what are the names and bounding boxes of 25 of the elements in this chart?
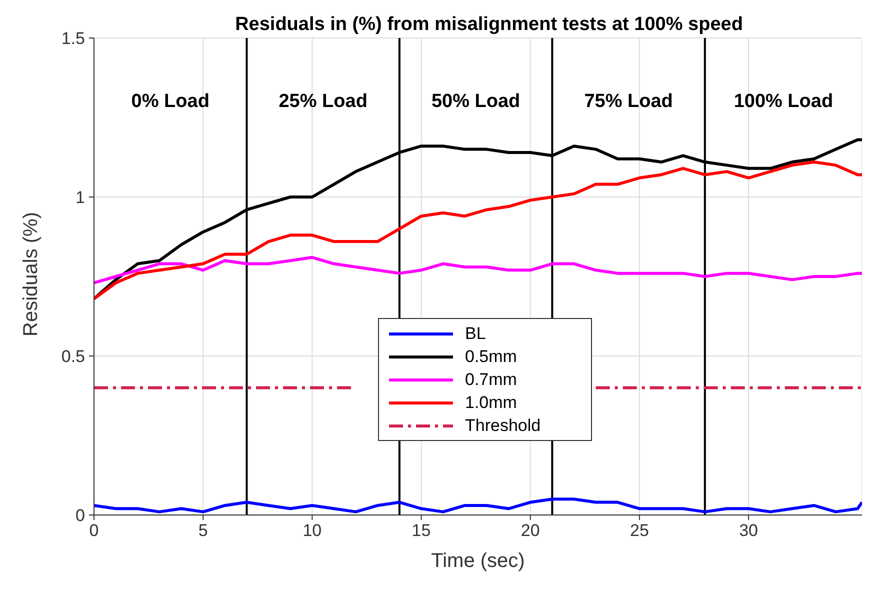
annotation: 25% Load [278, 90, 368, 112]
y-tick-label: 1.5 [61, 29, 85, 48]
x-tick-label: 15 [412, 521, 431, 540]
x-tick-label: 30 [739, 521, 758, 540]
x-tick-label: 0 [89, 521, 99, 540]
chart-title: Residuals in (%) from misalignment tests at 100% speed [234, 14, 744, 36]
x-axis-title: Time (sec) [431, 550, 525, 572]
annotation: 75% Load [584, 90, 673, 112]
y-tick-label: 0 [76, 506, 85, 526]
legend-label: Threshold [465, 416, 541, 436]
annotation: 50% Load [431, 90, 520, 112]
x-tick-label: 25 [630, 521, 649, 540]
x-tick-label: 5 [198, 521, 208, 540]
legend-label: 0.5mm [465, 346, 517, 366]
annotation: 0% Load [131, 90, 210, 112]
legend-label: 0.7mm [465, 370, 517, 390]
y-tick-label: 1 [76, 188, 85, 208]
x-tick-label: 20 [520, 521, 540, 540]
legend-label: BL [465, 324, 486, 344]
legend-label: 1.0mm [465, 392, 517, 412]
y-axis-title: Residuals (%) [20, 212, 42, 336]
y-tick-label: 0.5 [61, 347, 85, 366]
line-series [94, 256, 862, 284]
x-tick-label: 10 [302, 521, 322, 540]
annotation: 100% Load [734, 90, 834, 112]
